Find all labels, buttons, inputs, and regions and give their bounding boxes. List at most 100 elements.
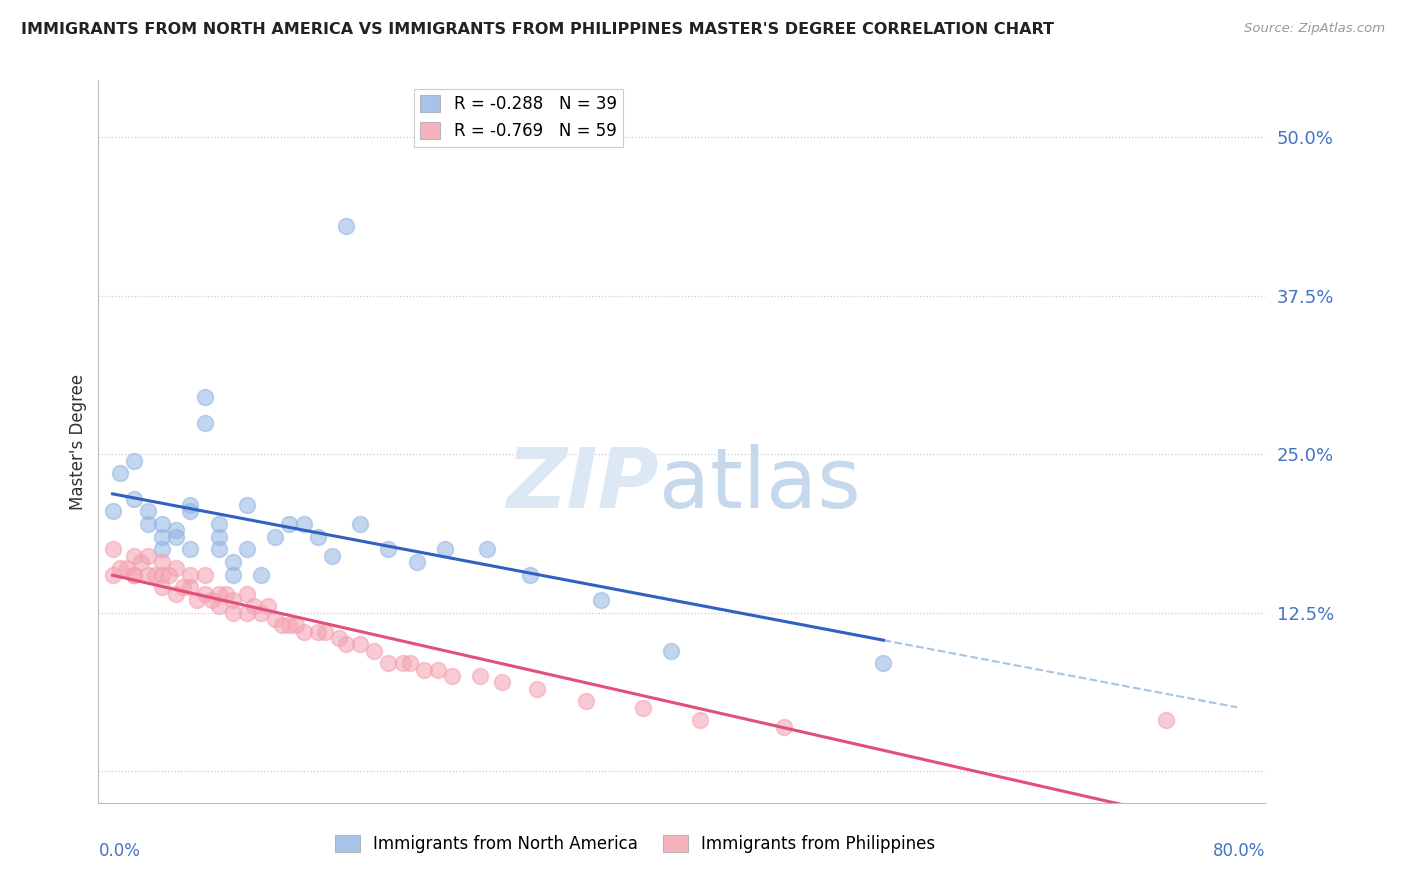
Point <box>349 637 371 651</box>
Point <box>122 491 145 506</box>
Point <box>222 567 245 582</box>
Point <box>264 612 287 626</box>
Point <box>335 637 357 651</box>
Point <box>129 555 152 569</box>
Point <box>328 631 350 645</box>
Point <box>285 618 308 632</box>
Point <box>477 542 499 557</box>
Point <box>243 599 266 614</box>
Point <box>193 416 215 430</box>
Point <box>314 624 336 639</box>
Point <box>122 567 145 582</box>
Point <box>165 587 187 601</box>
Point <box>872 657 894 671</box>
Point <box>165 530 187 544</box>
Point <box>193 567 215 582</box>
Point <box>179 580 201 594</box>
Y-axis label: Master's Degree: Master's Degree <box>69 374 87 509</box>
Point <box>250 606 273 620</box>
Point <box>236 542 259 557</box>
Point <box>179 567 201 582</box>
Point <box>165 523 187 537</box>
Point <box>335 219 357 233</box>
Point <box>441 669 464 683</box>
Point <box>143 567 166 582</box>
Point <box>292 624 315 639</box>
Point <box>150 555 173 569</box>
Text: Source: ZipAtlas.com: Source: ZipAtlas.com <box>1244 22 1385 36</box>
Point <box>179 542 201 557</box>
Point <box>172 580 194 594</box>
Point <box>659 643 682 657</box>
Point <box>222 593 245 607</box>
Point <box>391 657 413 671</box>
Point <box>208 599 231 614</box>
Point <box>405 555 427 569</box>
Point <box>150 580 173 594</box>
Point <box>1156 714 1178 728</box>
Point <box>115 561 138 575</box>
Point <box>236 498 259 512</box>
Point <box>200 593 222 607</box>
Legend: Immigrants from North America, Immigrants from Philippines: Immigrants from North America, Immigrant… <box>328 828 942 860</box>
Point <box>208 542 231 557</box>
Point <box>264 530 287 544</box>
Point <box>101 567 124 582</box>
Point <box>186 593 208 607</box>
Point <box>491 675 513 690</box>
Point <box>426 663 449 677</box>
Text: 0.0%: 0.0% <box>98 842 141 860</box>
Point <box>150 542 173 557</box>
Point <box>689 714 711 728</box>
Text: ZIP: ZIP <box>506 444 658 525</box>
Point <box>108 467 131 481</box>
Text: IMMIGRANTS FROM NORTH AMERICA VS IMMIGRANTS FROM PHILIPPINES MASTER'S DEGREE COR: IMMIGRANTS FROM NORTH AMERICA VS IMMIGRA… <box>21 22 1054 37</box>
Point <box>193 390 215 404</box>
Point <box>257 599 280 614</box>
Point <box>208 530 231 544</box>
Text: 80.0%: 80.0% <box>1213 842 1265 860</box>
Point <box>363 643 385 657</box>
Point <box>526 681 548 696</box>
Point <box>589 593 612 607</box>
Point <box>250 567 273 582</box>
Point <box>122 549 145 563</box>
Point <box>398 657 420 671</box>
Point <box>101 504 124 518</box>
Point <box>470 669 492 683</box>
Point <box>307 624 329 639</box>
Point <box>412 663 434 677</box>
Point <box>222 606 245 620</box>
Point <box>208 587 231 601</box>
Point <box>193 587 215 601</box>
Point <box>307 530 329 544</box>
Point <box>165 561 187 575</box>
Point <box>136 549 159 563</box>
Point <box>208 516 231 531</box>
Point <box>278 516 301 531</box>
Point <box>179 504 201 518</box>
Point <box>108 561 131 575</box>
Point <box>773 720 796 734</box>
Point <box>271 618 294 632</box>
Point <box>575 694 598 708</box>
Point <box>278 618 301 632</box>
Point <box>519 567 541 582</box>
Point <box>215 587 238 601</box>
Point <box>222 555 245 569</box>
Point <box>157 567 180 582</box>
Point <box>101 542 124 557</box>
Point <box>236 606 259 620</box>
Point <box>136 567 159 582</box>
Point <box>321 549 343 563</box>
Point <box>150 516 173 531</box>
Point <box>377 542 399 557</box>
Point <box>631 700 654 714</box>
Point <box>349 516 371 531</box>
Text: atlas: atlas <box>658 444 860 525</box>
Point <box>136 516 159 531</box>
Point <box>292 516 315 531</box>
Point <box>136 504 159 518</box>
Point <box>377 657 399 671</box>
Point <box>150 567 173 582</box>
